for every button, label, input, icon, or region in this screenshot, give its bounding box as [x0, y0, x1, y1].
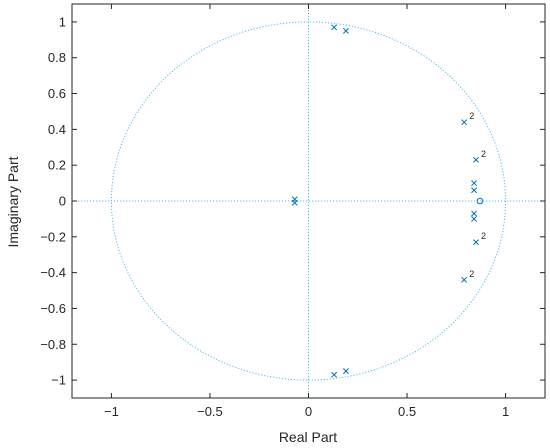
y-tick-label: −1 [51, 373, 66, 388]
multiplicity-label: 2 [481, 231, 486, 241]
y-tick-label: −0.8 [40, 337, 66, 352]
x-tick-label: 1 [502, 404, 509, 419]
pole-marker [331, 371, 338, 378]
y-tick-label: −0.4 [40, 265, 66, 280]
pole-marker-stroke [461, 276, 468, 283]
y-tick-label: −0.6 [40, 301, 66, 316]
pole-marker-stroke [473, 156, 479, 163]
y-tick-label: 0.8 [48, 50, 66, 65]
x-tick-label: −0.5 [197, 404, 223, 419]
y-tick-label: 0.4 [48, 122, 66, 137]
pole-marker [471, 180, 478, 187]
pole-marker [461, 119, 468, 126]
pole-marker [473, 239, 479, 246]
pole-marker-stroke [471, 215, 478, 222]
y-tick-label: −0.2 [40, 229, 66, 244]
multiplicity-label: 2 [481, 149, 486, 159]
multiplicity-label: 2 [469, 269, 474, 279]
pole-marker [471, 187, 478, 194]
pole-marker-stroke [342, 27, 349, 34]
x-tick-label: −1 [104, 404, 119, 419]
zero-marker [476, 197, 484, 205]
pole-marker-stroke [461, 119, 468, 126]
y-tick-label: 0.6 [48, 86, 66, 101]
multiplicity-label: 2 [469, 111, 474, 121]
pole-marker-stroke [471, 187, 478, 194]
unit-circle [110, 21, 507, 381]
pole-marker [471, 215, 478, 222]
x-tick-label: 0 [305, 404, 312, 419]
pole-marker [461, 276, 468, 283]
y-tick-label: 0 [59, 194, 66, 209]
pole-marker-stroke [331, 371, 338, 378]
pole-marker [471, 210, 478, 217]
pole-marker-stroke [291, 199, 298, 206]
pole-marker-stroke [473, 239, 479, 246]
pole-marker [473, 156, 479, 163]
y-tick-label: 0.2 [48, 158, 66, 173]
y-axis-label: Imaginary Part [5, 156, 21, 247]
pole-marker-stroke [471, 210, 478, 217]
pole-marker [342, 368, 349, 375]
pole-marker [291, 199, 298, 206]
y-tick-label: 1 [59, 14, 66, 29]
pole-marker-stroke [331, 24, 338, 31]
x-tick-label: 0.5 [398, 404, 416, 419]
pole-marker-stroke [342, 368, 349, 375]
plot-layer: −1 −0.5 0 0.5 1 1 0.8 0.6 0.4 0.2 0 −0.2 −0.4 −0.6 −0.… [40, 3, 546, 419]
pole-marker [331, 24, 338, 31]
pole-marker [342, 27, 349, 34]
pole-marker-stroke [471, 180, 478, 187]
x-axis-label: Real Part [279, 429, 337, 445]
